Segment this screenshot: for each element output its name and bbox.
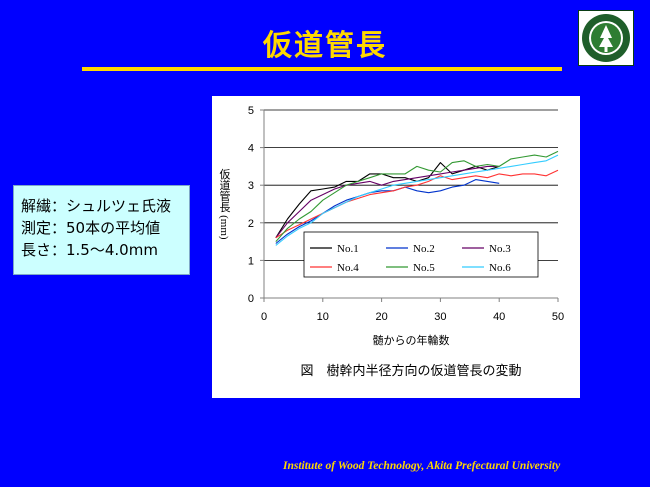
info-line-measurement: 測定：50本の平均値	[21, 219, 161, 237]
legend-label: No.1	[337, 243, 359, 255]
y-tick-label: 4	[248, 143, 254, 155]
x-axis-label: 髄からの年輪数	[373, 333, 450, 347]
series-line-no3	[275, 165, 500, 239]
legend-label: No.6	[489, 262, 511, 274]
info-line-maceration: 解繊：シュルツェ氏液	[21, 197, 172, 215]
title-underline	[82, 67, 562, 71]
chart-caption: 図 樹幹内半径方向の仮道管長の変動	[300, 363, 521, 378]
legend-box	[303, 231, 539, 278]
y-axis-label: 仮道管長 (mm)	[218, 168, 231, 240]
legend-label: No.5	[413, 262, 435, 274]
x-tick-label: 30	[434, 311, 446, 323]
x-tick-label: 0	[261, 311, 267, 323]
y-tick-label: 5	[248, 105, 254, 117]
slide-title: 仮道管長	[262, 28, 387, 62]
info-line-length: 長さ：1.5～4.0mm	[21, 241, 158, 259]
x-tick-label: 40	[493, 311, 505, 323]
y-tick-label: 0	[248, 293, 254, 305]
series-line-no6	[275, 154, 559, 246]
legend-label: No.2	[413, 243, 435, 255]
chart-panel: 0 1 2 3 4 5 0 10 20 30 40 50 No.1 No.2 No.3 No.4 No.5 No…	[212, 96, 580, 398]
legend-label: No.4	[337, 262, 359, 274]
x-tick-label: 50	[552, 311, 564, 323]
y-tick-label: 1	[248, 255, 254, 267]
series-line-no5	[275, 150, 559, 242]
x-tick-label: 20	[375, 311, 387, 323]
legend-label: No.3	[489, 243, 511, 255]
series-line-no2	[275, 179, 500, 244]
footer-institution: Institute of Wood Technology, Akita Pref…	[283, 460, 561, 472]
university-logo	[578, 10, 634, 66]
info-box: 解繊：シュルツェ氏液 測定：50本の平均値 長さ：1.5～4.0mm	[13, 185, 190, 275]
y-tick-label: 2	[248, 218, 254, 230]
university-emblem-icon	[582, 14, 630, 62]
y-tick-label: 3	[248, 180, 254, 192]
x-tick-label: 10	[317, 311, 329, 323]
